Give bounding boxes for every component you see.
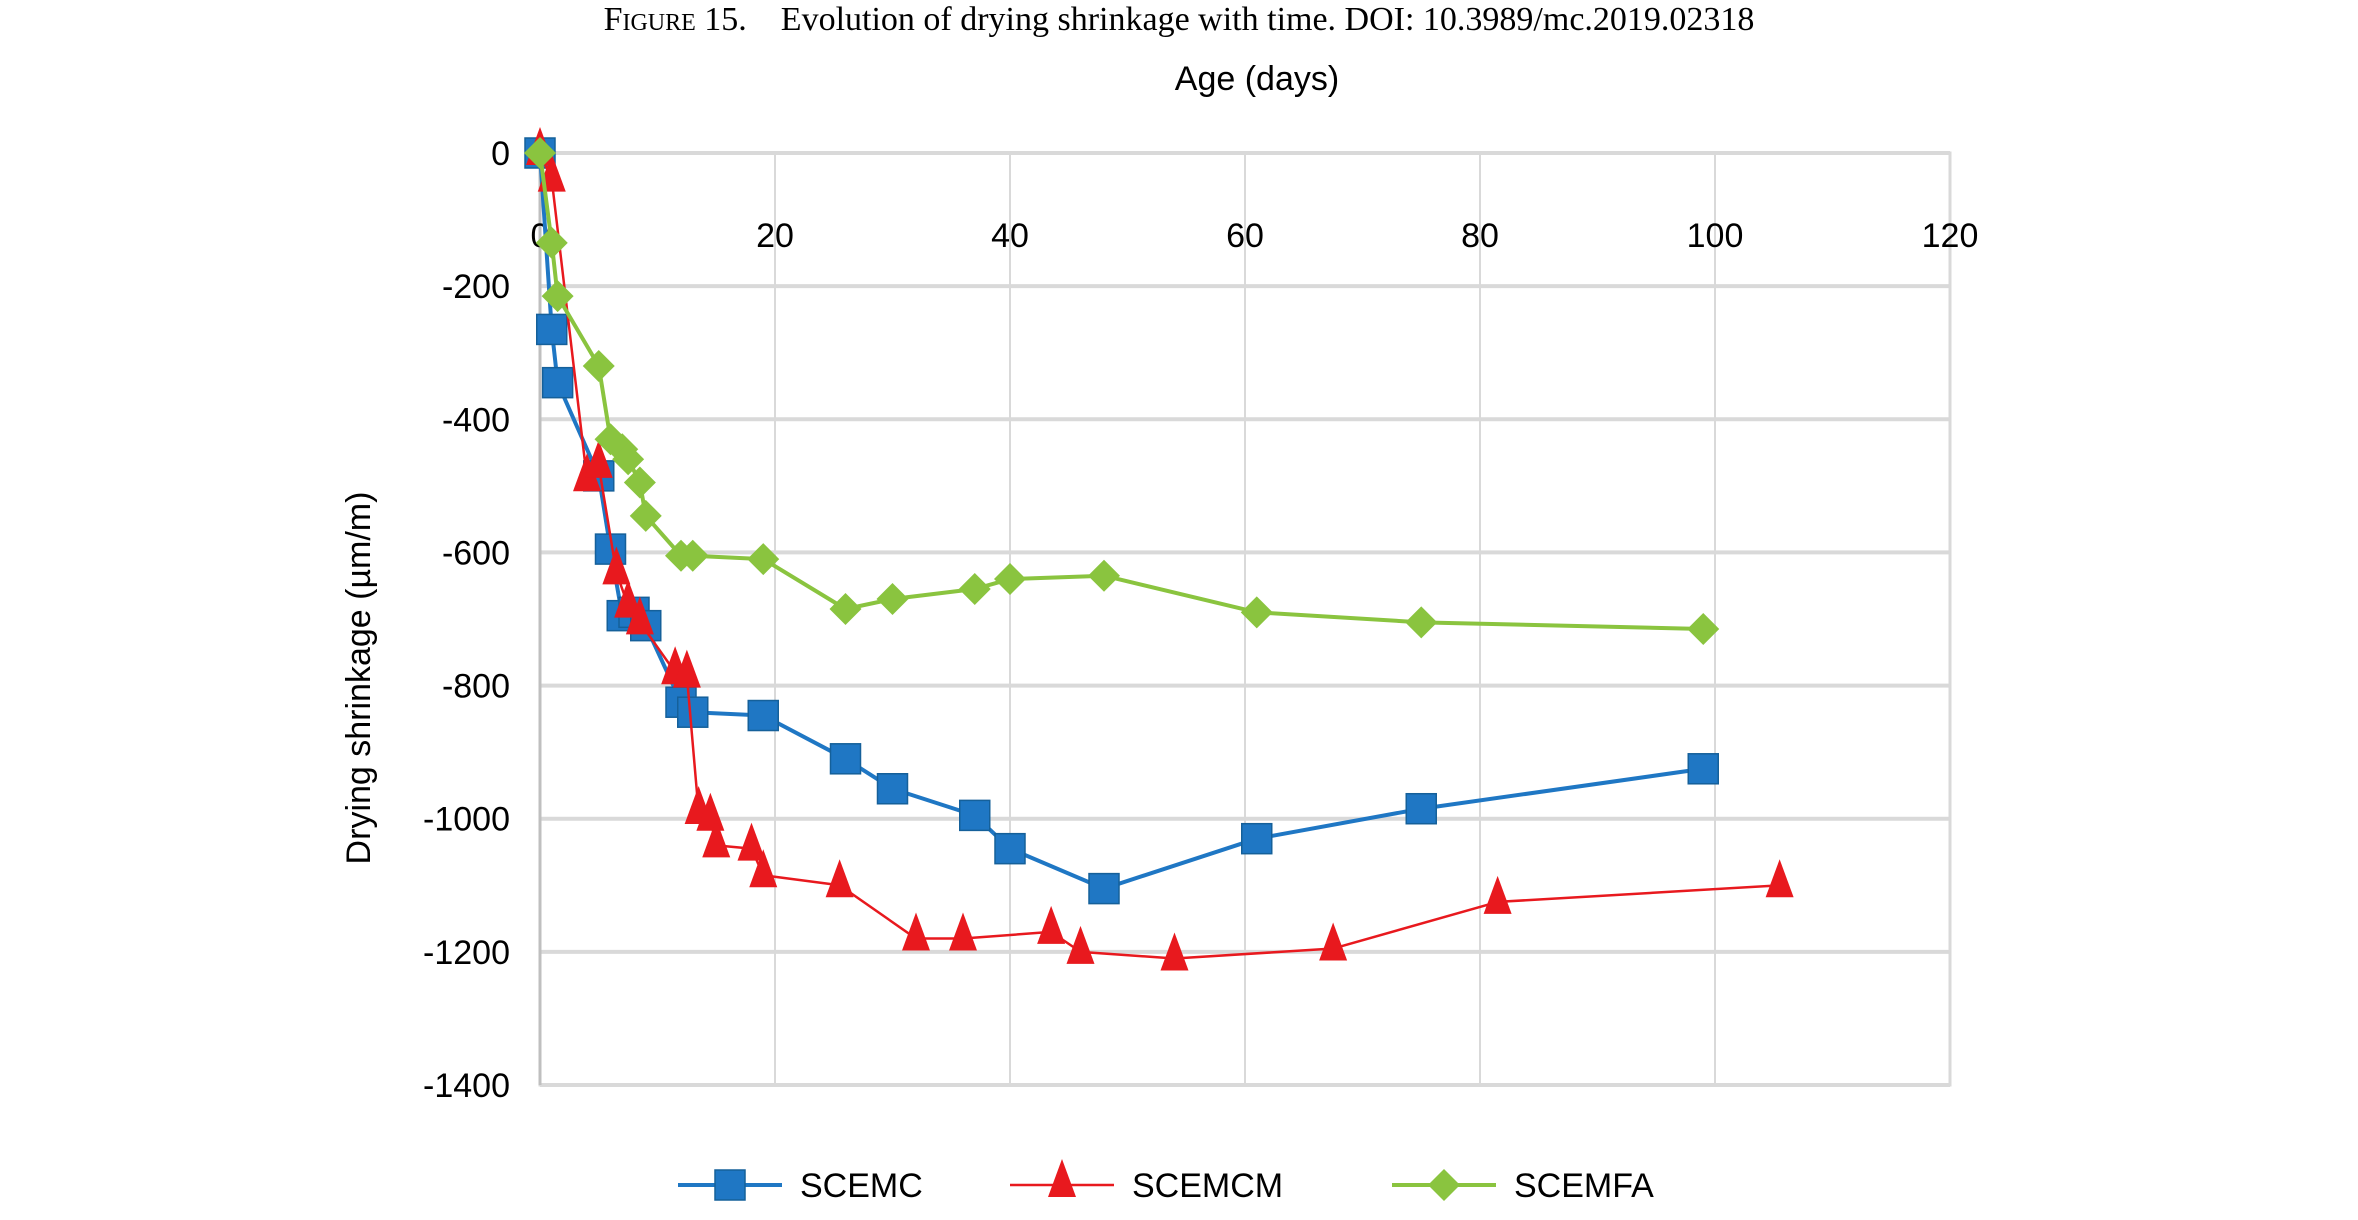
data-point-scemcm xyxy=(625,596,654,635)
data-point-scemfa xyxy=(541,280,574,313)
series-scemc xyxy=(524,137,1719,905)
series-line-scemfa xyxy=(538,152,1704,631)
y-tick-label: -400 xyxy=(442,401,510,439)
data-point-scemfa xyxy=(676,539,709,572)
data-point-scemcm xyxy=(1319,922,1348,961)
x-tick-label: 80 xyxy=(1461,217,1499,255)
plot-frame xyxy=(538,151,1952,1087)
series-layer xyxy=(524,127,1794,971)
series-line-scemc xyxy=(538,152,1704,891)
y-tick-label: -200 xyxy=(442,268,510,306)
data-point-scemcm xyxy=(1037,905,1066,944)
y-tick-label: -1200 xyxy=(423,934,510,972)
legend-label: SCEMFA xyxy=(1514,1167,1654,1205)
x-tick-label: 20 xyxy=(756,217,794,255)
data-point-scemc xyxy=(1088,872,1120,905)
data-point-scemfa xyxy=(1405,606,1438,639)
data-point-scemc xyxy=(959,799,991,832)
data-point-scemcm xyxy=(1765,859,1794,898)
legend-marker-triangle-icon xyxy=(1048,1159,1076,1197)
data-point-scemc xyxy=(829,743,862,775)
data-point-scemc xyxy=(994,832,1026,865)
data-point-scemcm xyxy=(672,649,701,688)
legend: SCEMC SCEMCM SCEMFA xyxy=(678,1159,1654,1205)
data-point-scemc xyxy=(1405,792,1437,825)
data-point-scemfa xyxy=(1088,559,1120,592)
data-point-scemfa xyxy=(747,543,780,576)
y-tick-label: -1000 xyxy=(423,801,510,839)
data-point-scemc xyxy=(1241,822,1273,855)
data-point-scemcm xyxy=(584,439,613,478)
data-point-scemcm xyxy=(825,859,854,898)
legend-item-scemc: SCEMC xyxy=(678,1167,923,1205)
legend-label: SCEMCM xyxy=(1132,1167,1283,1205)
data-point-scemcm xyxy=(702,819,731,858)
series-scemfa xyxy=(524,137,1720,645)
data-point-scemfa xyxy=(612,443,645,476)
data-point-scemcm xyxy=(1483,875,1512,914)
figure-caption-text: Evolution of drying shrinkage with time.… xyxy=(781,1,1755,38)
x-tick-label: 100 xyxy=(1687,217,1744,255)
data-point-scemc xyxy=(1687,753,1719,785)
gridlines xyxy=(539,151,1951,1087)
data-point-scemfa xyxy=(1687,612,1720,645)
data-point-scemfa xyxy=(876,583,909,616)
x-tick-labels: 0 20 40 60 80 100 120 xyxy=(531,217,1979,255)
data-point-scemc xyxy=(536,313,568,346)
data-point-scemfa xyxy=(958,573,991,606)
y-tick-label: -1400 xyxy=(423,1067,510,1105)
data-point-scemcm xyxy=(902,912,930,951)
data-point-scemfa xyxy=(829,593,862,626)
legend-item-scemfa: SCEMFA xyxy=(1392,1167,1654,1205)
figure-caption: Figure 15. Evolution of drying shrinkage … xyxy=(604,1,1755,38)
x-tick-label: 60 xyxy=(1226,217,1264,255)
data-point-scemcm xyxy=(696,792,725,831)
y-tick-label: 0 xyxy=(491,135,510,173)
data-point-scemc xyxy=(541,366,574,399)
legend-label: SCEMC xyxy=(800,1167,923,1205)
legend-item-scemcm: SCEMCM xyxy=(1010,1159,1283,1205)
data-point-scemfa xyxy=(994,563,1026,596)
data-point-scemcm xyxy=(1160,932,1189,971)
legend-marker-diamond-icon xyxy=(1428,1169,1460,1201)
data-point-scemcm xyxy=(749,849,778,888)
data-point-scemc xyxy=(876,773,909,805)
x-tick-label: 40 xyxy=(991,217,1029,255)
x-axis-title: Age (days) xyxy=(1175,60,1339,98)
data-point-scemfa xyxy=(582,350,615,383)
data-point-scemfa xyxy=(1240,596,1273,629)
data-point-scemfa xyxy=(623,466,656,499)
series-scemcm xyxy=(526,127,1794,971)
data-point-scemcm xyxy=(737,822,766,861)
data-point-scemc xyxy=(677,696,709,728)
figure-caption-label: Figure 15. xyxy=(604,1,747,38)
y-axis-title: Drying shrinkage (µm/m) xyxy=(340,492,378,865)
data-point-scemc xyxy=(747,699,779,732)
data-point-scemfa xyxy=(535,226,568,259)
legend-marker-square-icon xyxy=(714,1169,746,1201)
data-point-scemfa xyxy=(524,137,556,169)
y-tick-label: -600 xyxy=(442,534,510,572)
data-point-scemcm xyxy=(602,546,631,585)
data-point-scemfa xyxy=(629,499,662,532)
data-point-scemcm xyxy=(614,579,643,618)
y-tick-labels: 0 -200 -400 -600 -800 -1000 -1200 -1400 xyxy=(423,135,510,1105)
data-point-scemcm xyxy=(949,912,977,951)
y-tick-label: -800 xyxy=(442,668,510,706)
data-point-scemcm xyxy=(1066,925,1095,964)
x-tick-label: 120 xyxy=(1922,217,1979,255)
